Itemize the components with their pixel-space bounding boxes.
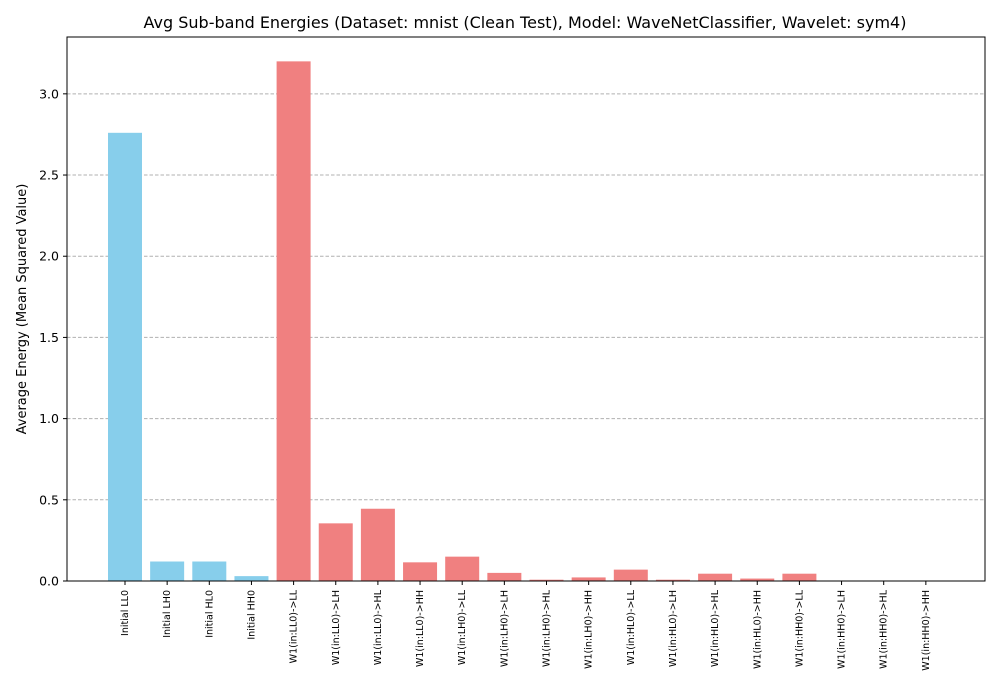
bars	[108, 61, 817, 581]
bar-3	[192, 561, 227, 581]
gridlines	[67, 93, 985, 501]
bar-4	[234, 576, 269, 581]
y-tick-label: 3.0	[39, 86, 59, 101]
bar-15	[698, 573, 733, 581]
x-tick-label: Initial HL0	[204, 590, 215, 638]
y-axis: 0.0 0.5 1.0 1.5 2.0 2.5 3.0	[39, 86, 67, 589]
y-tick-label: 1.5	[39, 330, 59, 345]
bar-17	[782, 573, 817, 581]
bar-2	[150, 561, 185, 581]
bar-12	[571, 577, 606, 581]
bar-5	[276, 61, 311, 581]
bar-10	[487, 572, 522, 581]
x-tick-label: W1(in:HH0)->HL	[879, 589, 890, 669]
x-tick-label: W1(in:LH0)->LL	[457, 589, 468, 665]
x-tick-label: W1(in:LL0)->LL	[289, 589, 300, 663]
x-tick-label: W1(in:LL0)->HH	[415, 590, 426, 667]
y-tick-label: 2.5	[39, 168, 59, 183]
x-axis: Initial LL0 Initial LH0 Initial HL0 Initial…	[120, 581, 932, 671]
y-axis-label: Average Energy (Mean Squared Value)	[15, 184, 30, 435]
x-tick-label: W1(in:HH0)->LH	[837, 590, 848, 669]
y-tick-label: 0.5	[39, 492, 59, 507]
x-tick-label: W1(in:HH0)->HH	[921, 590, 932, 671]
x-tick-label: W1(in:LL0)->LH	[331, 590, 342, 665]
chart-title: Avg Sub-band Energies (Dataset: mnist (C…	[144, 13, 907, 32]
x-tick-label: Initial LH0	[162, 590, 173, 638]
x-tick-label: W1(in:LH0)->HH	[584, 590, 595, 669]
x-tick-label: W1(in:LH0)->HL	[542, 589, 553, 667]
x-tick-label: W1(in:HH0)->LL	[794, 589, 805, 667]
bar-8	[403, 562, 438, 581]
x-tick-label: W1(in:HL0)->HL	[710, 589, 721, 667]
x-tick-label: W1(in:HL0)->HH	[752, 590, 763, 669]
bar-13	[613, 569, 648, 581]
bar-7	[360, 508, 395, 581]
bar-16	[740, 578, 775, 581]
y-tick-label: 1.0	[39, 411, 59, 426]
bar-6	[318, 523, 353, 581]
bar-11	[529, 579, 564, 581]
x-tick-label: Initial HH0	[246, 590, 257, 640]
x-tick-label: W1(in:LL0)->HL	[373, 589, 384, 665]
x-tick-label: W1(in:LH0)->LH	[499, 590, 510, 667]
bar-9	[445, 556, 480, 581]
bar-14	[655, 579, 690, 581]
x-tick-label: W1(in:HL0)->LH	[668, 590, 679, 667]
plot-frame	[66, 36, 986, 582]
bar-1	[108, 132, 142, 581]
y-tick-label: 0.0	[39, 574, 59, 589]
x-tick-label: Initial LL0	[120, 590, 131, 636]
x-tick-label: W1(in:HL0)->LL	[626, 589, 637, 665]
y-tick-label: 2.0	[39, 249, 59, 264]
